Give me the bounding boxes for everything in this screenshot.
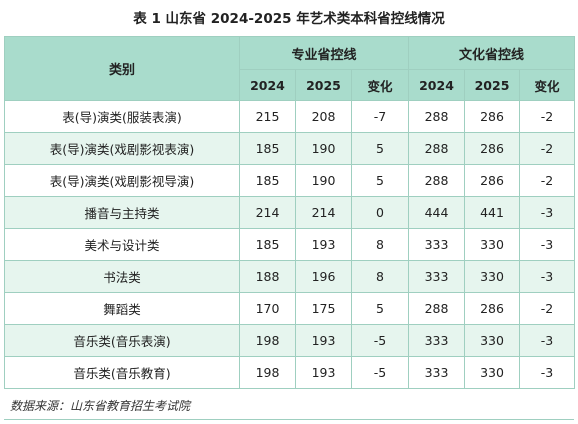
- category-cell: 音乐类(音乐表演): [4, 324, 240, 357]
- header-row-groups: 类别 专业省控线 文化省控线: [4, 36, 576, 101]
- major-change-cell: -7: [350, 100, 410, 133]
- major-2025-cell: 193: [295, 324, 352, 357]
- header-culture-2025: 2025: [464, 69, 521, 101]
- culture-2025-cell: 330: [464, 356, 521, 389]
- table-body: 表(导)演类(服装表演) 215 208 -7 288 286 -2 表(导)演类(戏剧影视表…: [4, 100, 576, 389]
- culture-change-cell: -3: [519, 324, 576, 357]
- header-culture-line: 文化省控线: [408, 36, 576, 70]
- culture-2025-cell: 441: [464, 196, 521, 229]
- major-2024-cell: 170: [239, 292, 296, 325]
- major-2024-cell: 198: [239, 356, 296, 389]
- culture-2025-cell: 286: [464, 100, 521, 133]
- major-change-cell: 0: [350, 196, 410, 229]
- culture-change-cell: -3: [519, 356, 576, 389]
- culture-2025-cell: 330: [464, 260, 521, 293]
- table-row: 表(导)演类(戏剧影视导演) 185 190 5 288 286 -2: [4, 164, 576, 197]
- culture-2024-cell: 333: [408, 260, 466, 293]
- header-major-2025: 2025: [295, 69, 352, 101]
- major-2025-cell: 175: [295, 292, 352, 325]
- major-change-cell: 5: [350, 132, 410, 165]
- table-row: 表(导)演类(戏剧影视表演) 185 190 5 288 286 -2: [4, 132, 576, 165]
- major-2025-cell: 214: [295, 196, 352, 229]
- major-2025-cell: 190: [295, 132, 352, 165]
- category-cell: 表(导)演类(戏剧影视表演): [4, 132, 240, 165]
- table-row: 书法类 188 196 8 333 330 -3: [4, 260, 576, 293]
- culture-2024-cell: 333: [408, 356, 466, 389]
- culture-change-cell: -3: [519, 228, 576, 261]
- major-2025-cell: 208: [295, 100, 352, 133]
- category-cell: 表(导)演类(戏剧影视导演): [4, 164, 240, 197]
- culture-2024-cell: 333: [408, 324, 466, 357]
- culture-change-cell: -3: [519, 260, 576, 293]
- culture-2025-cell: 286: [464, 132, 521, 165]
- header-culture-2024: 2024: [408, 69, 466, 101]
- culture-2025-cell: 286: [464, 164, 521, 197]
- table-row: 播音与主持类 214 214 0 444 441 -3: [4, 196, 576, 229]
- table-row: 音乐类(音乐教育) 198 193 -5 333 330 -3: [4, 356, 576, 389]
- header-major-2024: 2024: [239, 69, 296, 101]
- control-line-table: 类别 专业省控线 文化省控线 2024 2025 变化 2024 2025 变化…: [4, 36, 576, 389]
- major-2024-cell: 185: [239, 132, 296, 165]
- culture-change-cell: -3: [519, 196, 576, 229]
- major-2024-cell: 185: [239, 164, 296, 197]
- major-change-cell: -5: [350, 324, 410, 357]
- category-cell: 美术与设计类: [4, 228, 240, 261]
- culture-2024-cell: 333: [408, 228, 466, 261]
- table-row: 美术与设计类 185 193 8 333 330 -3: [4, 228, 576, 261]
- culture-2024-cell: 288: [408, 164, 466, 197]
- culture-change-cell: -2: [519, 292, 576, 325]
- table-title: 表 1 山东省 2024-2025 年艺术类本科省控线情况: [133, 11, 445, 27]
- culture-2024-cell: 444: [408, 196, 466, 229]
- header-major-line: 专业省控线: [238, 36, 410, 70]
- category-cell: 播音与主持类: [4, 196, 240, 229]
- major-2024-cell: 215: [239, 100, 296, 133]
- major-change-cell: 8: [350, 260, 410, 293]
- data-source-note: 数据来源：山东省教育招生考试院: [4, 393, 574, 420]
- culture-2024-cell: 288: [408, 292, 466, 325]
- header-culture-change: 变化: [519, 69, 576, 101]
- category-cell: 音乐类(音乐教育): [4, 356, 240, 389]
- major-2024-cell: 185: [239, 228, 296, 261]
- major-2025-cell: 196: [295, 260, 352, 293]
- category-cell: 书法类: [4, 260, 240, 293]
- culture-change-cell: -2: [519, 132, 576, 165]
- table-row: 表(导)演类(服装表演) 215 208 -7 288 286 -2: [4, 100, 576, 133]
- culture-2024-cell: 288: [408, 100, 466, 133]
- major-2024-cell: 198: [239, 324, 296, 357]
- major-2025-cell: 190: [295, 164, 352, 197]
- major-change-cell: 8: [350, 228, 410, 261]
- header-major-change: 变化: [350, 69, 410, 101]
- major-change-cell: 5: [350, 292, 410, 325]
- culture-2025-cell: 286: [464, 292, 521, 325]
- major-2024-cell: 188: [239, 260, 296, 293]
- major-2024-cell: 214: [239, 196, 296, 229]
- culture-2025-cell: 330: [464, 228, 521, 261]
- major-change-cell: 5: [350, 164, 410, 197]
- category-cell: 表(导)演类(服装表演): [4, 100, 240, 133]
- header-row-years: 2024 2025 变化 2024 2025 变化: [5, 69, 576, 101]
- culture-change-cell: -2: [519, 164, 576, 197]
- major-2025-cell: 193: [295, 228, 352, 261]
- category-cell: 舞蹈类: [4, 292, 240, 325]
- culture-change-cell: -2: [519, 100, 576, 133]
- table-row: 舞蹈类 170 175 5 288 286 -2: [4, 292, 576, 325]
- major-2025-cell: 193: [295, 356, 352, 389]
- header-category: 类别: [4, 36, 240, 101]
- table-row: 音乐类(音乐表演) 198 193 -5 333 330 -3: [4, 324, 576, 357]
- culture-2024-cell: 288: [408, 132, 466, 165]
- major-change-cell: -5: [350, 356, 410, 389]
- culture-2025-cell: 330: [464, 324, 521, 357]
